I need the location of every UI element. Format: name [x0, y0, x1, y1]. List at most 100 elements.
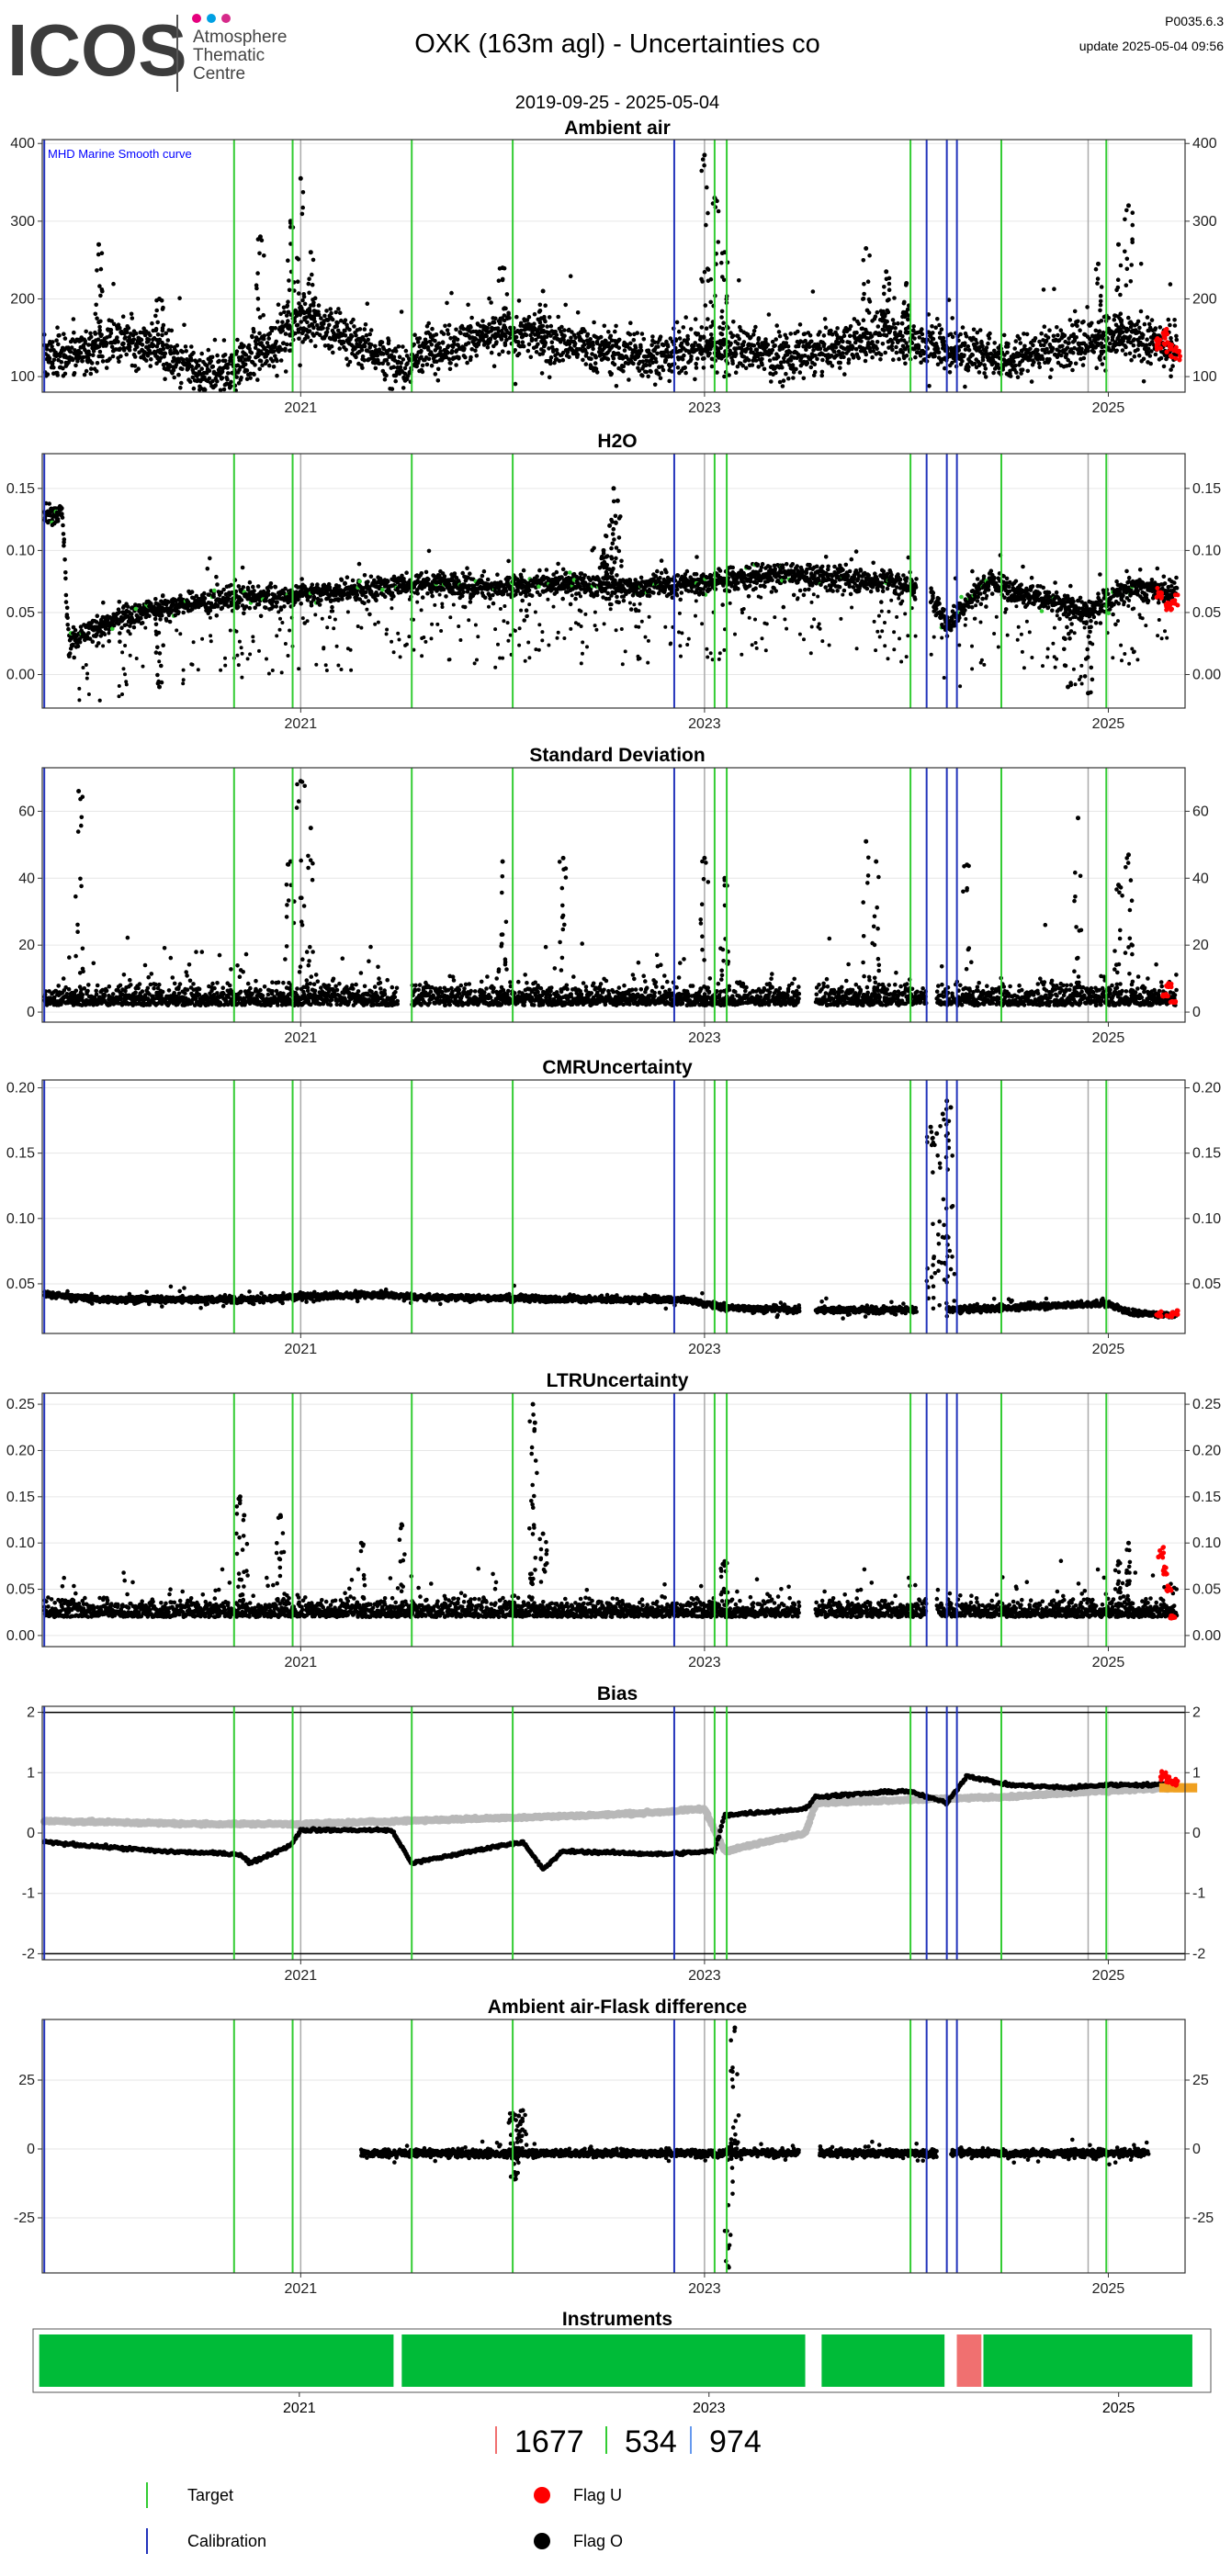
data-point	[282, 604, 287, 609]
spike-point	[901, 310, 906, 315]
data-point	[269, 581, 274, 586]
data-point	[780, 366, 785, 370]
data-point	[639, 348, 644, 353]
data-point	[1169, 375, 1173, 379]
data-point	[400, 309, 404, 314]
data-point	[823, 317, 828, 321]
data-point	[72, 656, 76, 660]
spike-point	[100, 251, 105, 255]
data-point	[613, 330, 617, 334]
spike-point	[297, 291, 301, 296]
data-point	[404, 349, 409, 354]
spike-point	[302, 316, 307, 321]
data-point	[573, 335, 578, 340]
data-point	[96, 361, 100, 366]
data-point	[276, 320, 280, 324]
data-point	[202, 591, 207, 596]
data-point	[487, 322, 491, 327]
data-point	[48, 356, 52, 361]
spike-point	[308, 309, 312, 313]
data-point	[977, 370, 982, 375]
data-point	[960, 359, 965, 364]
spike-point	[1124, 208, 1129, 213]
data-point	[897, 357, 901, 362]
data-point	[111, 354, 116, 359]
data-point	[98, 350, 103, 354]
data-point	[530, 593, 535, 598]
data-point	[248, 580, 253, 585]
data-point	[900, 334, 905, 339]
data-point	[168, 620, 173, 624]
data-point	[927, 384, 932, 388]
data-point	[430, 343, 435, 347]
data-point	[328, 585, 333, 590]
data-point	[834, 345, 839, 350]
data-point	[229, 583, 233, 588]
data-point	[628, 342, 633, 346]
data-point	[463, 355, 468, 360]
x-tick-label: 2025	[1092, 400, 1125, 416]
data-point	[806, 361, 810, 366]
update-label: update 2025-05-04 09:56	[1079, 39, 1224, 53]
data-point	[117, 359, 121, 364]
data-point	[820, 358, 825, 363]
data-point	[338, 310, 343, 315]
data-point	[737, 278, 741, 283]
data-point	[435, 332, 439, 337]
spike-point	[1119, 321, 1124, 325]
data-point	[448, 361, 453, 366]
spike-point	[100, 289, 105, 294]
data-point	[170, 329, 175, 333]
data-point	[875, 340, 880, 344]
data-point	[221, 588, 226, 592]
data-point	[476, 591, 480, 595]
data-point	[180, 367, 185, 372]
data-point	[1002, 333, 1007, 338]
spike-point	[709, 277, 714, 282]
data-point	[1094, 366, 1099, 370]
data-point	[807, 344, 812, 349]
spike-point	[1125, 267, 1130, 272]
spike-point	[295, 256, 299, 261]
data-point	[89, 372, 94, 377]
data-point	[966, 344, 971, 349]
data-point	[397, 344, 401, 349]
data-point	[917, 346, 921, 351]
data-point	[900, 321, 905, 326]
data-point	[678, 336, 683, 341]
data-point	[820, 370, 825, 375]
data-point	[762, 367, 767, 372]
data-point	[1068, 318, 1073, 322]
data-point	[1145, 343, 1149, 348]
data-point	[930, 324, 934, 329]
data-point	[364, 322, 368, 327]
data-point	[1016, 375, 1021, 379]
data-point	[522, 344, 526, 349]
data-point	[392, 355, 397, 360]
data-point	[79, 351, 84, 355]
data-point	[980, 344, 985, 349]
data-point	[786, 344, 791, 349]
data-point	[274, 604, 278, 609]
data-point	[73, 628, 78, 633]
data-point	[683, 366, 687, 370]
data-point	[527, 343, 532, 347]
data-point	[824, 325, 829, 330]
data-point	[148, 333, 152, 338]
data-point	[492, 364, 497, 368]
data-point	[60, 506, 64, 511]
data-point	[208, 368, 212, 373]
data-point	[391, 365, 396, 369]
data-point	[664, 358, 669, 363]
data-point	[507, 316, 512, 321]
data-point	[592, 321, 596, 325]
data-point	[161, 593, 165, 598]
data-point	[1030, 379, 1034, 384]
data-point	[526, 349, 531, 354]
spike-point	[1099, 294, 1103, 298]
data-point	[808, 333, 813, 338]
spike-point	[1129, 279, 1134, 284]
data-point	[1128, 352, 1133, 356]
data-point	[133, 354, 138, 359]
x-tick-label: 2023	[688, 400, 721, 416]
